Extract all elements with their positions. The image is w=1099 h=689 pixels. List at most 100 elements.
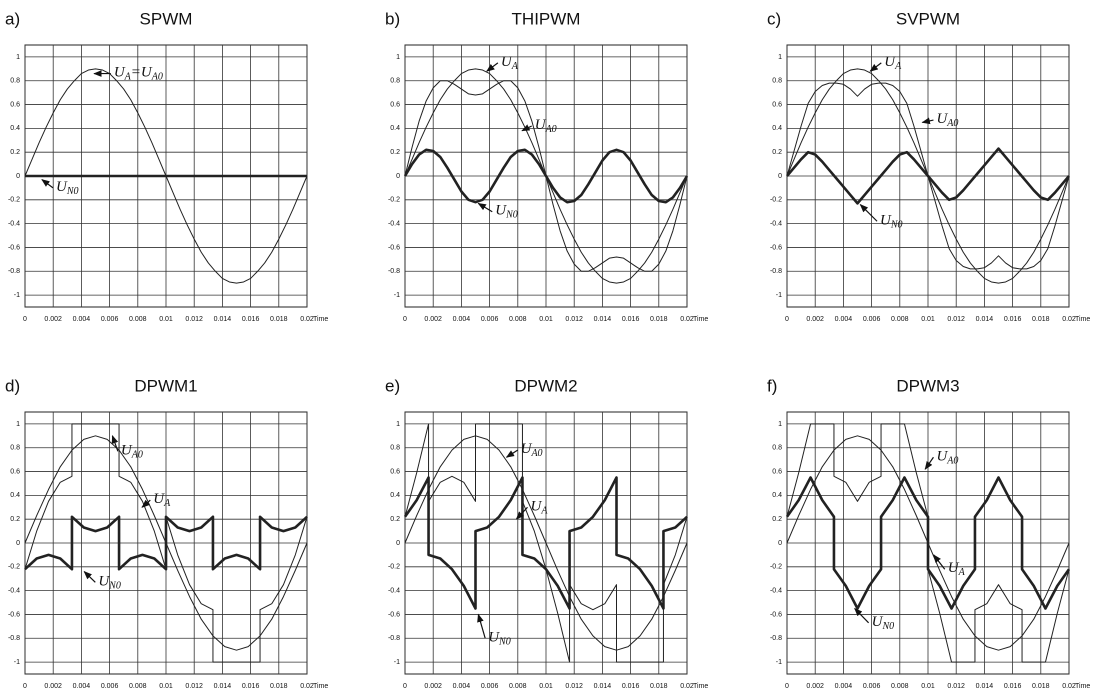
x-tick-label: 0.008	[129, 683, 147, 689]
x-tick-label: 0.014	[594, 316, 612, 323]
x-axis-label: Time	[693, 316, 708, 323]
x-tick-label: 0.016	[1004, 683, 1022, 689]
x-tick-label: 0	[403, 683, 407, 689]
y-tick-label: 0.6	[390, 468, 400, 475]
chart-title: DPWM3	[896, 376, 959, 395]
x-tick-label: 0.018	[650, 683, 668, 689]
annotation-arrow	[477, 613, 486, 639]
x-tick-label: 0.016	[242, 683, 260, 689]
annotation-arrow	[933, 554, 946, 570]
annotation-part: U	[56, 179, 68, 195]
annotation-part: A	[958, 567, 966, 578]
x-tick-label: 0.002	[44, 683, 62, 689]
y-tick-label: -0.6	[8, 611, 20, 618]
y-tick-label: 1	[16, 54, 20, 61]
annotation: UA0	[521, 442, 543, 460]
annotation: UA0	[535, 117, 557, 135]
chart-title: THIPWM	[512, 9, 581, 28]
y-tick-label: -1	[776, 292, 782, 299]
annotation-arrow	[141, 499, 151, 508]
y-tick-label: 0.2	[390, 149, 400, 156]
annotation-part: A0	[946, 456, 958, 467]
x-tick-label: 0.008	[509, 316, 527, 323]
panel-label: e)	[385, 376, 400, 395]
annotation-part: U	[880, 213, 892, 229]
y-tick-label: -0.2	[8, 564, 20, 571]
annotation-arrow	[83, 570, 96, 583]
y-tick-label: -0.8	[8, 635, 20, 642]
x-tick-label: 0.006	[101, 683, 119, 689]
y-tick-label: 0.2	[772, 149, 782, 156]
annotation-part: U	[98, 574, 110, 590]
y-tick-label: 1	[396, 54, 400, 61]
y-tick-label: -1	[14, 292, 20, 299]
x-tick-label: 0.014	[976, 683, 994, 689]
x-tick-label: 0.012	[565, 316, 583, 323]
annotation-part: A0	[151, 72, 163, 83]
series-line	[403, 476, 688, 610]
x-tick-label: 0.018	[1032, 683, 1050, 689]
annotation-arrow	[505, 449, 518, 458]
annotation-arrow	[854, 607, 870, 624]
chart-title: SPWM	[140, 9, 193, 28]
x-axis-label: Time	[693, 683, 708, 689]
x-tick-label: 0.004	[73, 683, 91, 689]
annotation-part: U	[495, 203, 507, 219]
x-tick-label: 0.012	[947, 316, 965, 323]
x-tick-label: 0.006	[481, 316, 499, 323]
y-tick-label: -0.8	[8, 268, 20, 275]
y-tick-label: 0.2	[10, 516, 20, 523]
x-tick-label: 0.01	[539, 316, 553, 323]
x-tick-label: 0.002	[806, 316, 824, 323]
y-tick-label: -0.4	[770, 587, 782, 594]
x-tick-label: 0.018	[270, 316, 288, 323]
panel-label: f)	[767, 376, 777, 395]
y-tick-label: 0.2	[10, 149, 20, 156]
series-line	[786, 147, 1070, 205]
panel-label: b)	[385, 9, 400, 28]
x-tick-label: 0.014	[976, 316, 994, 323]
annotation-part: U	[114, 65, 126, 81]
annotation-part: N0	[890, 220, 903, 231]
y-tick-label: 0.6	[772, 101, 782, 108]
annotation: UA	[884, 54, 902, 72]
y-tick-label: 1	[16, 421, 20, 428]
annotation-arrow	[111, 435, 119, 452]
annotation-part: U	[884, 54, 896, 70]
x-tick-label: 0.018	[650, 316, 668, 323]
annotation-part: A0	[131, 450, 143, 461]
y-tick-label: -0.2	[388, 197, 400, 204]
x-tick-label: 0.02	[680, 683, 694, 689]
x-tick-label: 0.01	[921, 316, 935, 323]
x-tick-label: 0.016	[242, 316, 260, 323]
x-tick-label: 0.016	[622, 683, 640, 689]
annotation-part: N0	[108, 581, 121, 592]
annotation-part: A	[163, 498, 171, 509]
x-tick-label: 0.006	[101, 316, 119, 323]
y-tick-label: 0.8	[772, 445, 782, 452]
x-tick-label: 0.012	[565, 683, 583, 689]
annotation-arrow	[515, 506, 528, 520]
y-tick-label: -0.6	[8, 244, 20, 251]
annotation-part: U	[948, 561, 960, 577]
series-line	[785, 476, 1071, 610]
annotation-arrow	[924, 456, 934, 470]
y-tick-label: -1	[14, 659, 20, 666]
x-tick-label: 0	[785, 316, 789, 323]
x-tick-label: 0.016	[622, 316, 640, 323]
annotation-part: A	[894, 61, 902, 72]
y-tick-label: 0.4	[10, 492, 20, 499]
y-tick-label: 0.6	[390, 101, 400, 108]
y-tick-label: 0.4	[772, 492, 782, 499]
x-tick-label: 0.008	[891, 316, 909, 323]
annotation-part: A	[540, 506, 548, 517]
y-tick-label: 0	[778, 540, 782, 547]
y-tick-label: 0.2	[390, 516, 400, 523]
annotation: UN0	[98, 574, 121, 592]
annotation-arrow	[521, 124, 532, 132]
x-tick-label: 0.014	[214, 683, 232, 689]
annotation: UN0	[880, 213, 903, 231]
x-tick-label: 0.004	[453, 683, 471, 689]
y-tick-label: 0.8	[772, 78, 782, 85]
x-tick-label: 0.008	[891, 683, 909, 689]
